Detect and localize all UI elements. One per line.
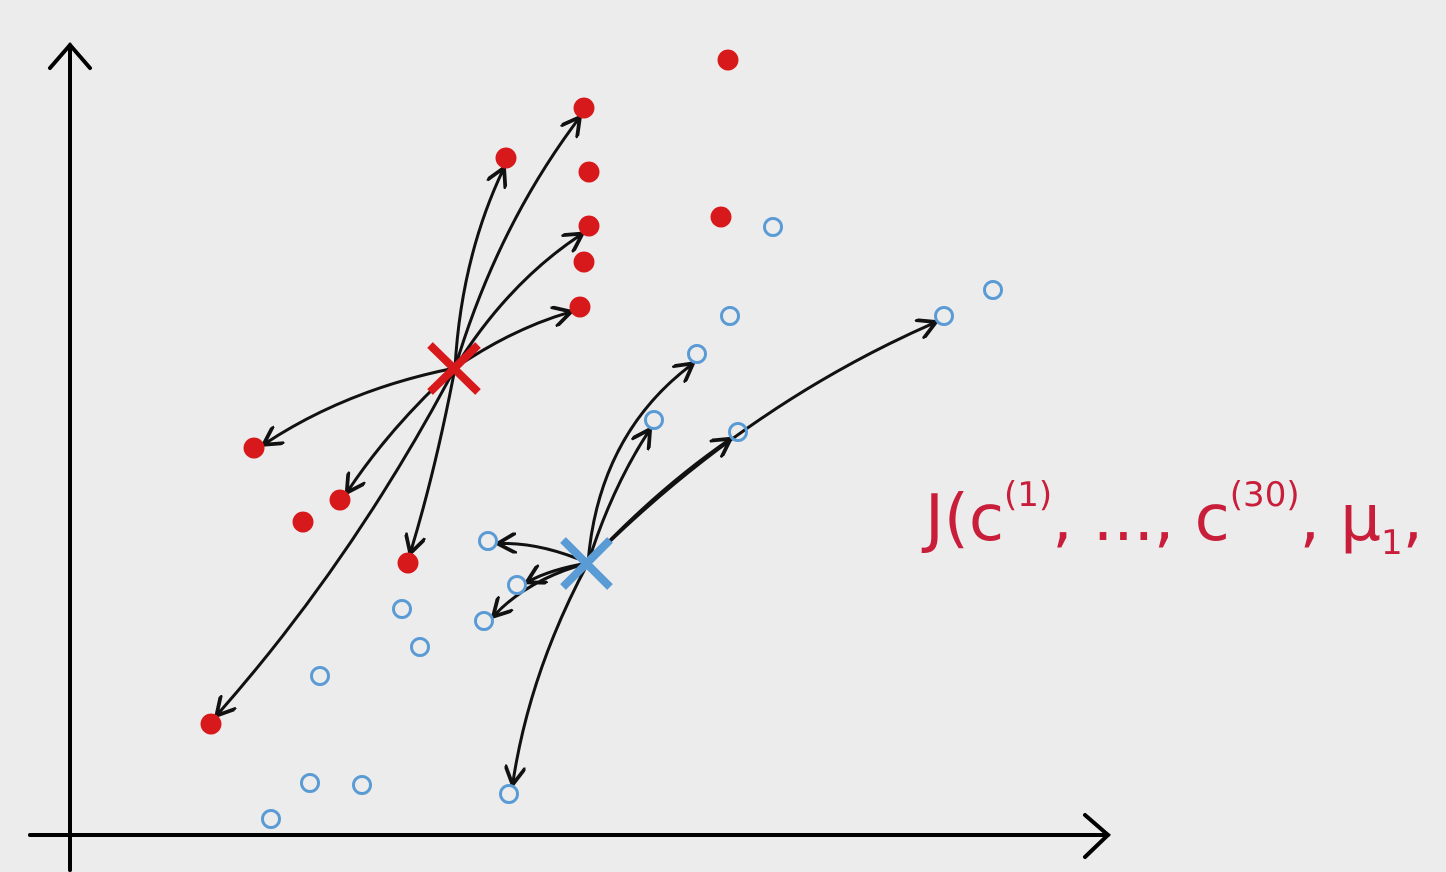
red-point [200,713,222,735]
blue-point [507,575,527,595]
blue-point [478,531,498,551]
blue-point [720,306,740,326]
arrow [265,366,457,444]
formula-superscript: (1) [1004,475,1052,515]
formula-subscript: 1 [1381,523,1403,563]
formula-part: (c [944,482,1004,556]
arrow [453,119,579,370]
y-axis-arrow [48,41,92,70]
red-point [397,552,419,574]
red-point [578,215,600,237]
blue-point [687,344,707,364]
blue-point [763,217,783,237]
arrow [453,170,503,370]
points [200,49,1003,829]
red-point [573,97,595,119]
red-point [717,49,739,71]
blue-point [499,784,519,804]
red-point [243,437,265,459]
red-point [710,206,732,228]
arrow [218,366,457,714]
arrow [586,365,691,565]
red-point [573,251,595,273]
blue-point [934,306,954,326]
blue-point [644,410,664,430]
x-axis-arrow [1083,813,1111,859]
formula-part: , μ [1300,482,1381,556]
blue-point [474,611,494,631]
cost-function: J(c(1), ..., c(30), μ1, μ2) [921,475,1446,563]
arrows [218,119,934,783]
blue-point [410,637,430,657]
blue-point [392,599,412,619]
red-point [569,296,591,318]
arrow [494,561,590,615]
red-point [578,161,600,183]
blue-point [352,775,372,795]
arrow [586,431,649,565]
red-point [292,511,314,533]
blue-centroid [560,537,613,590]
formula-part: , μ [1403,482,1446,556]
arrow [513,561,590,783]
blue-point [983,280,1003,300]
centroids [427,342,613,590]
blue-point [261,809,281,829]
blue-point [310,666,330,686]
axes [28,41,1111,872]
red-point [329,489,351,511]
red-centroid [427,342,481,395]
formula-part: , ..., c [1052,482,1230,556]
formula-superscript: (30) [1230,475,1300,515]
red-point [495,147,517,169]
blue-point [728,422,748,442]
formula-part: J [921,482,944,556]
arrow [411,366,457,551]
arrow [453,235,581,370]
blue-point [300,773,320,793]
